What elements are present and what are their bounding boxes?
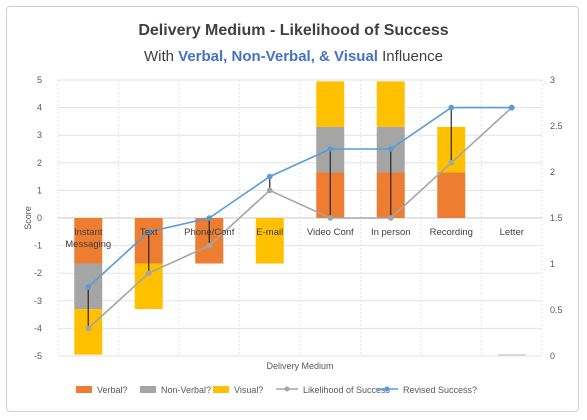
chart-subtitle-suffix: Influence [377,48,444,65]
point-likelihood-of-success [206,242,213,249]
bar-visual [376,81,405,127]
point-revised-success [508,104,515,111]
category-label: Messaging [65,239,111,250]
point-revised-success [448,104,455,111]
legend-swatch-non-verbal [140,386,156,393]
category-label: Text [140,227,158,238]
y2-tick-label: 2.5 [550,121,563,131]
line-likelihood-of-success [87,107,513,329]
category-label: Recording [430,227,473,238]
chart-subtitle-highlight: Verbal, Non-Verbal, & Visual [178,48,378,65]
point-likelihood-of-success [327,215,334,221]
legend-marker-revised-success [384,386,390,392]
chart-title: Delivery Medium - Likelihood of Success [138,22,449,39]
bar-visual [255,218,284,264]
point-likelihood-of-success [85,325,92,332]
y2-tick-label: 1.5 [550,213,563,223]
point-revised-success [327,146,334,152]
y-tick-label: -4 [34,323,42,333]
bar-visual [316,81,345,127]
category-label: Instant [74,227,103,238]
bar-baseline-marker [497,354,526,356]
y2-tick-label: 0.5 [550,305,563,315]
bar-verbal [437,172,466,218]
legend-label-revised-success: Revised Success? [403,385,477,395]
line-revised-success [87,106,512,288]
category-label: In person [371,227,411,238]
y-tick-label: -1 [34,241,42,251]
y-tick-label: 2 [37,158,42,168]
x-axis-title: Delivery Medium [266,361,333,371]
y-axis-title: Score [23,206,33,230]
category-label: Video Conf [307,227,354,238]
y2-tick-label: 3 [550,75,555,85]
y2-tick-label: 0 [550,351,555,361]
point-likelihood-of-success [387,215,394,221]
y-tick-label: 0 [37,213,42,223]
legend-label-non-verbal: Non-Verbal? [161,385,211,395]
point-revised-success [387,146,394,152]
chart-subtitle: With Verbal, Non-Verbal, & Visual Influe… [0,48,587,65]
y-tick-label: -2 [34,268,42,278]
legend-label-likelihood-of-success: Likelihood of Success [303,385,391,395]
category-label: Letter [500,227,524,238]
point-likelihood-of-success [145,270,152,277]
legend-swatch-verbal [76,386,92,393]
y-tick-label: 3 [37,130,42,140]
legend-marker-likelihood-of-success [284,386,290,392]
point-revised-success [85,284,92,290]
y-tick-label: 4 [37,103,42,113]
legend-label-verbal: Verbal? [97,385,128,395]
point-revised-success [145,229,152,235]
y-tick-label: -5 [34,351,42,361]
y2-tick-label: 1 [550,259,555,269]
y-tick-label: 1 [37,185,42,195]
chart-subtitle-prefix: With [143,48,179,65]
y2-tick-label: 2 [550,167,555,177]
legend-label-visual: Visual? [234,385,263,395]
point-revised-success [266,173,273,180]
category-label: E-mail [256,227,283,238]
point-likelihood-of-success [266,187,273,194]
legend-swatch-visual [213,386,229,393]
y-tick-label: -3 [34,296,42,306]
bar-verbal [74,218,103,264]
point-likelihood-of-success [448,160,455,166]
y-tick-label: 5 [37,75,42,85]
point-revised-success [206,215,213,221]
category-label: Phone/Conf [184,227,235,238]
